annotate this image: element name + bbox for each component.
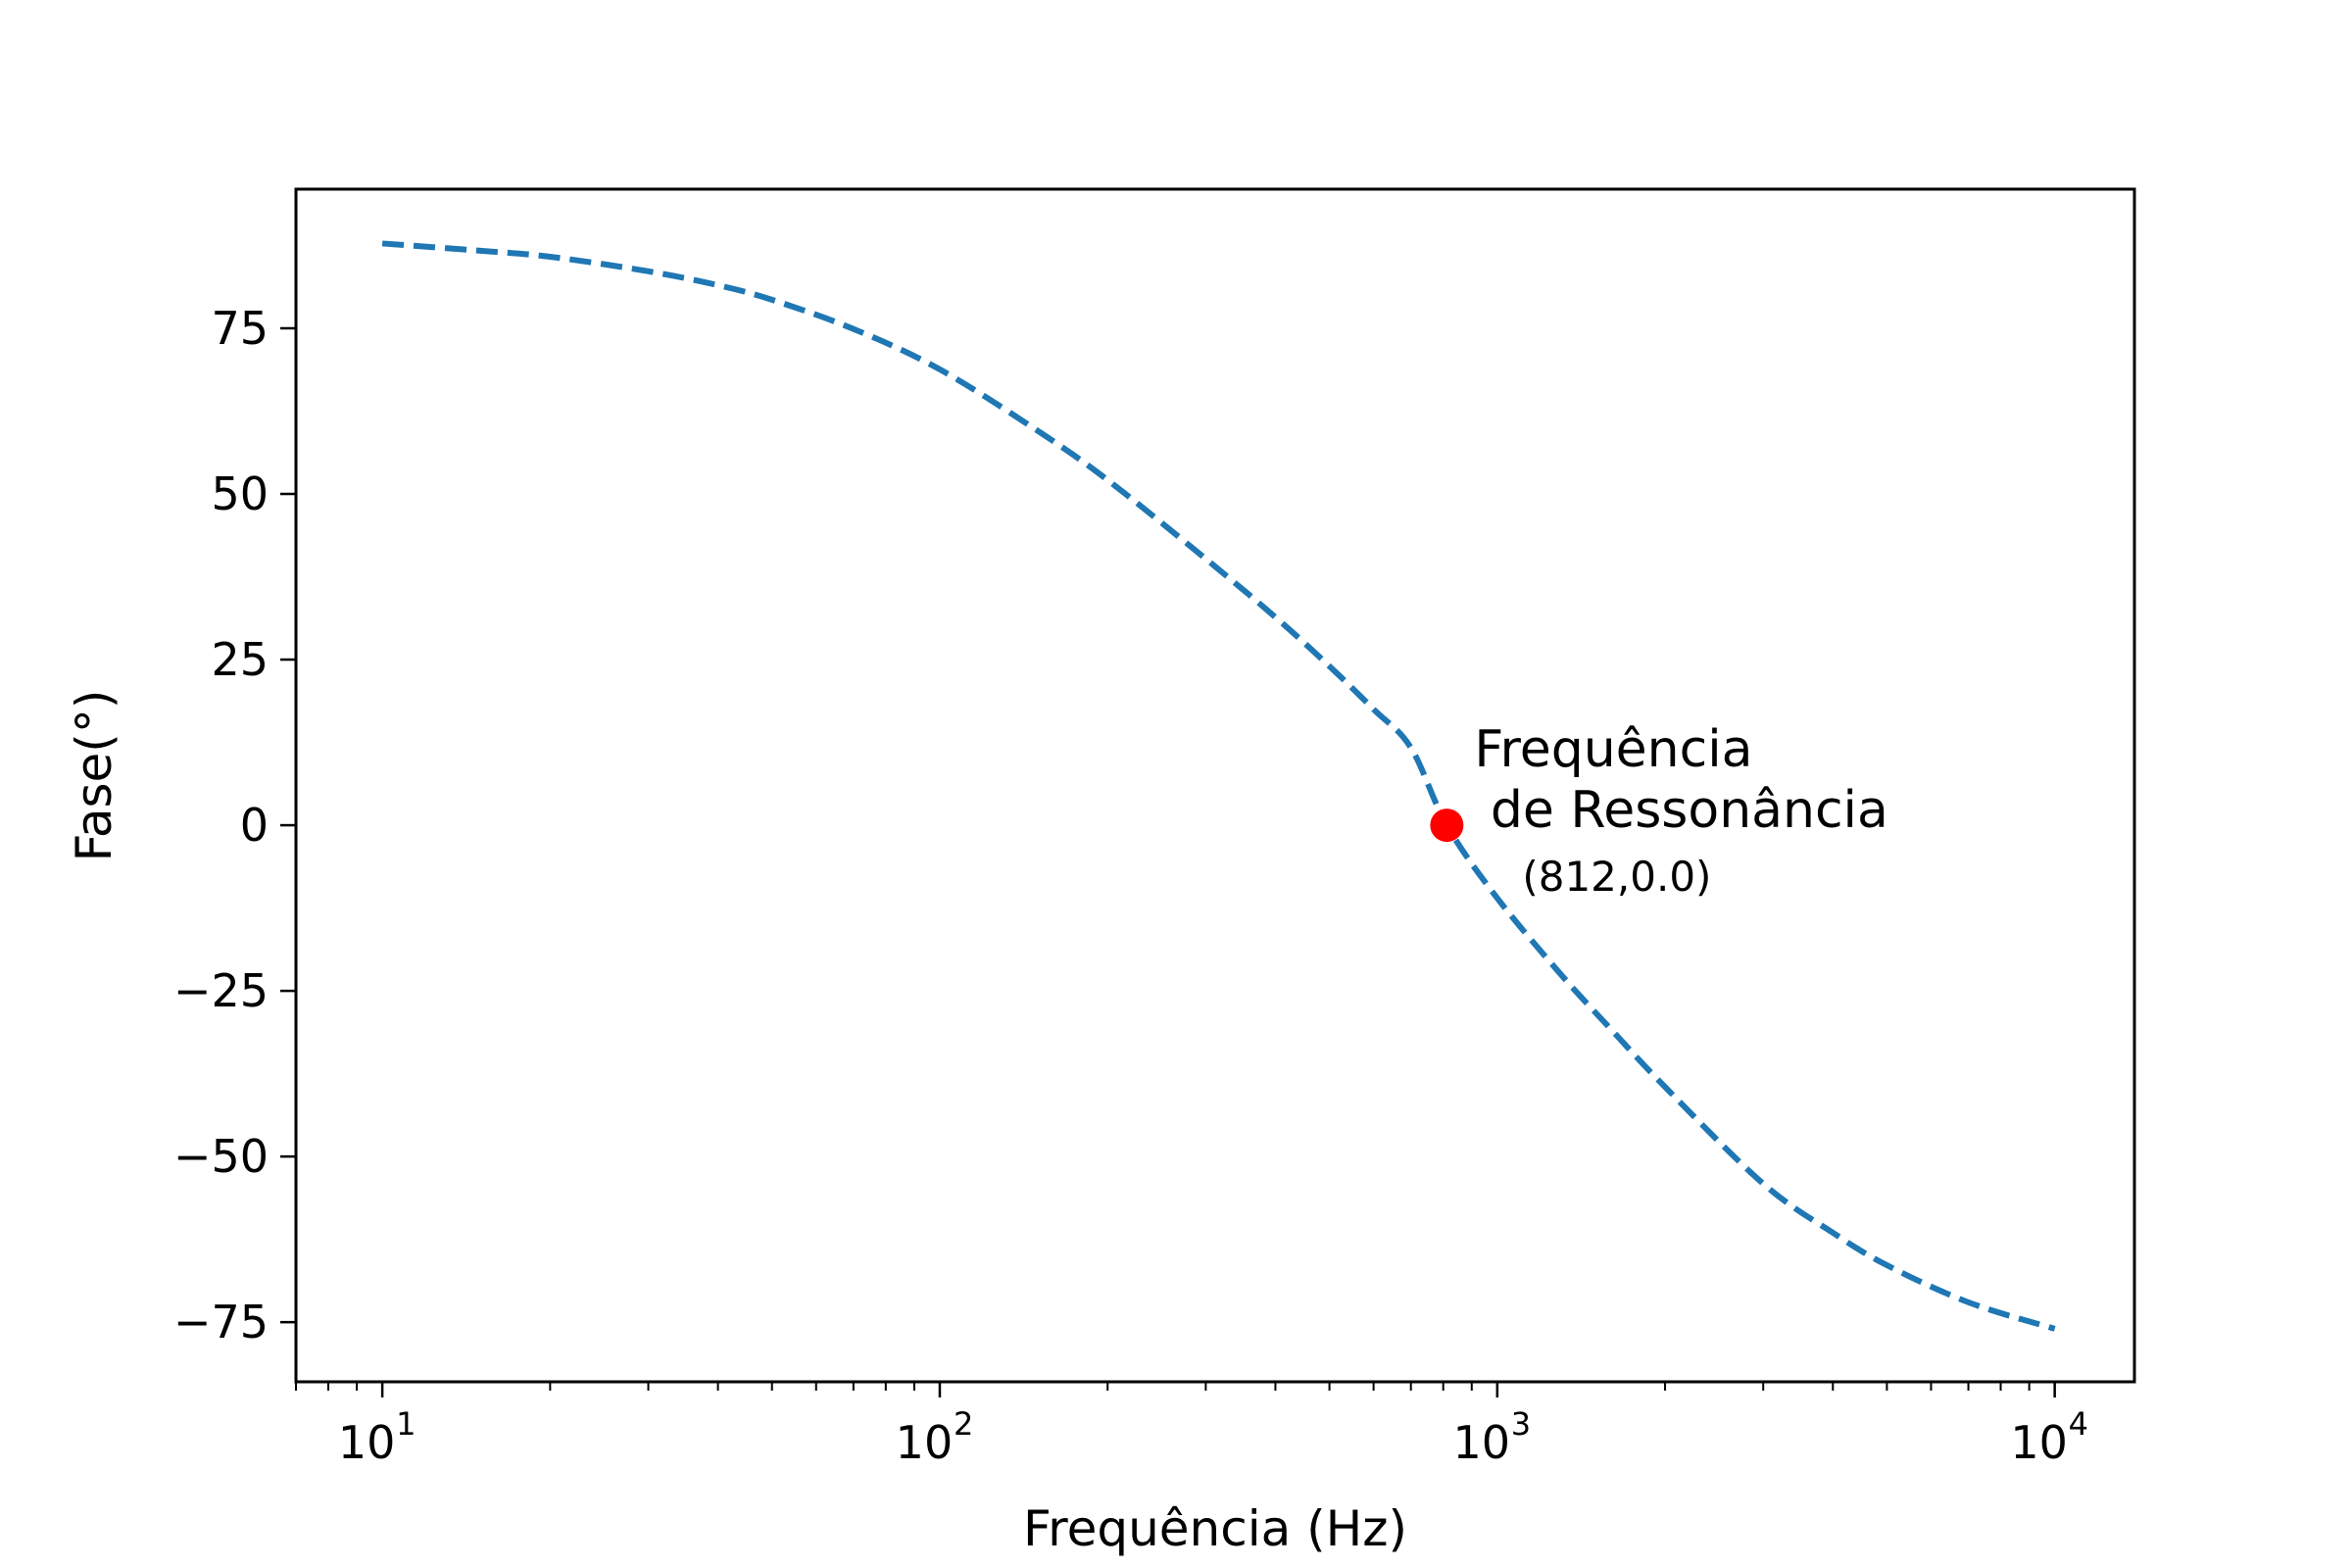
x-tick-base: 10 [1453,1416,1511,1469]
annotation-coordinate-label: (812,0.0) [1522,853,1711,901]
y-tick-label: 0 [240,799,269,852]
y-tick-label: 25 [211,633,269,686]
y-axis: 75 50 25 0 −25 −50 −75 [173,302,296,1348]
x-tick-label: 10 4 [2010,1405,2088,1469]
x-tick-label: 10 2 [896,1405,974,1469]
y-tick-label: −75 [173,1296,269,1348]
x-tick-exponent: 3 [1511,1405,1531,1443]
resonance-point [1430,808,1464,843]
x-tick-label: 10 1 [338,1405,416,1469]
x-tick-exponent: 2 [954,1405,973,1443]
x-tick-base: 10 [2010,1416,2068,1469]
x-tick-base: 10 [338,1416,396,1469]
x-tick-label: 10 3 [1453,1405,1532,1469]
x-tick-exponent: 1 [396,1405,416,1443]
resonance-annotation: Frequência de Ressonância (812,0.0) [1474,720,1888,901]
x-axis-label: Frequência (Hz) [1023,1500,1407,1557]
annotation-label-line1: Frequência [1474,720,1752,779]
annotation-label-line2: de Ressonância [1474,781,1888,840]
y-tick-label: 50 [211,467,269,520]
y-tick-label: −50 [173,1130,269,1183]
x-tick-base: 10 [896,1416,954,1469]
plot-area [381,240,2056,1332]
y-tick-label: −25 [173,964,269,1017]
axes-frame [294,187,2136,1384]
x-tick-exponent: 4 [2069,1405,2088,1443]
y-axis-label: Fase(°) [66,690,122,862]
y-tick-label: 75 [211,302,269,355]
